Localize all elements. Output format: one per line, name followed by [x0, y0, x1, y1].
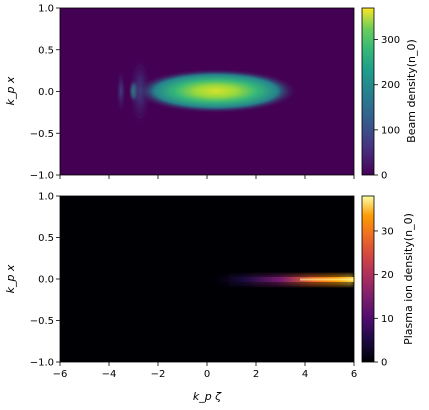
ion-colorbar-ticks: 0 10 20 30	[374, 226, 394, 369]
ion-x-tick-label: 2	[253, 369, 259, 380]
beam-colorbar-label: Beam density(n_0)	[405, 39, 418, 143]
beam-colorbar-tick-label: 0	[381, 171, 387, 182]
ion-colorbar-label: Plasma ion density(n_0)	[402, 213, 415, 345]
beam-y-tick-label: 1.0	[38, 4, 54, 15]
ion-colorbar	[361, 195, 375, 363]
ion-y-tick-label: 0.5	[38, 233, 54, 244]
beam-colorbar-tick-label: 200	[381, 80, 400, 91]
ion-x-tick-label: 4	[302, 369, 308, 380]
ion-y-tick-label: 1.0	[38, 192, 54, 203]
ion-x-tick-label: −4	[102, 369, 117, 380]
ion-y-axis-label: k_p x	[4, 264, 17, 293]
beam-y-axis-label: k_p x	[4, 76, 17, 105]
ion-y-tick-label: 0.0	[38, 275, 54, 286]
beam-x-ticks	[59, 175, 355, 179]
ion-colorbar-tick-label: 0	[381, 358, 387, 369]
ion-spike-hot	[300, 278, 354, 281]
beam-y-ticks: 1.0 0.5 0.0 −0.5 −1.0	[30, 4, 60, 182]
ion-x-ticks: −6 −4 −2 0 2 4 6	[53, 362, 357, 380]
beam-colorbar	[361, 7, 375, 176]
beam-faint-precursor	[116, 67, 126, 115]
ion-x-tick-label: 6	[351, 369, 357, 380]
ion-density-heatmap	[200, 274, 354, 286]
beam-y-tick-label: −0.5	[30, 129, 54, 140]
ion-colorbar-tick-label: 30	[381, 226, 394, 237]
ion-x-tick-label: −6	[53, 369, 68, 380]
ion-x-axis-label: k_p ζ	[193, 390, 222, 403]
beam-colorbar-tick-label: 300	[381, 35, 400, 46]
beam-density-panel: 1.0 0.5 0.0 −0.5 −1.0 k_p x 0 100 200 300 Beam …	[4, 4, 418, 182]
ion-spike-core	[210, 277, 354, 282]
ion-density-panel: −6 −4 −2 0 2 4 6 1.0 0.5 0.0 −0.5 −1.0 k_p x k_p ζ…	[4, 192, 415, 404]
beam-y-tick-label: 0.5	[38, 45, 54, 56]
beam-y-tick-label: −1.0	[30, 171, 54, 182]
ion-y-ticks: 1.0 0.5 0.0 −0.5 −1.0	[30, 192, 60, 369]
ion-colorbar-tick-label: 20	[381, 270, 394, 281]
ion-y-tick-label: −1.0	[30, 358, 54, 369]
ion-x-tick-label: 0	[204, 369, 210, 380]
beam-colorbar-tick-label: 100	[381, 125, 400, 136]
beam-colorbar-ticks: 0 100 200 300	[374, 35, 400, 182]
beam-density-heatmap	[116, 53, 298, 129]
beam-y-tick-label: 0.0	[38, 87, 54, 98]
ion-y-tick-label: −0.5	[30, 316, 54, 327]
ion-x-tick-label: −2	[151, 369, 166, 380]
ion-colorbar-tick-label: 10	[381, 314, 394, 325]
beam-core-blob	[134, 69, 298, 113]
